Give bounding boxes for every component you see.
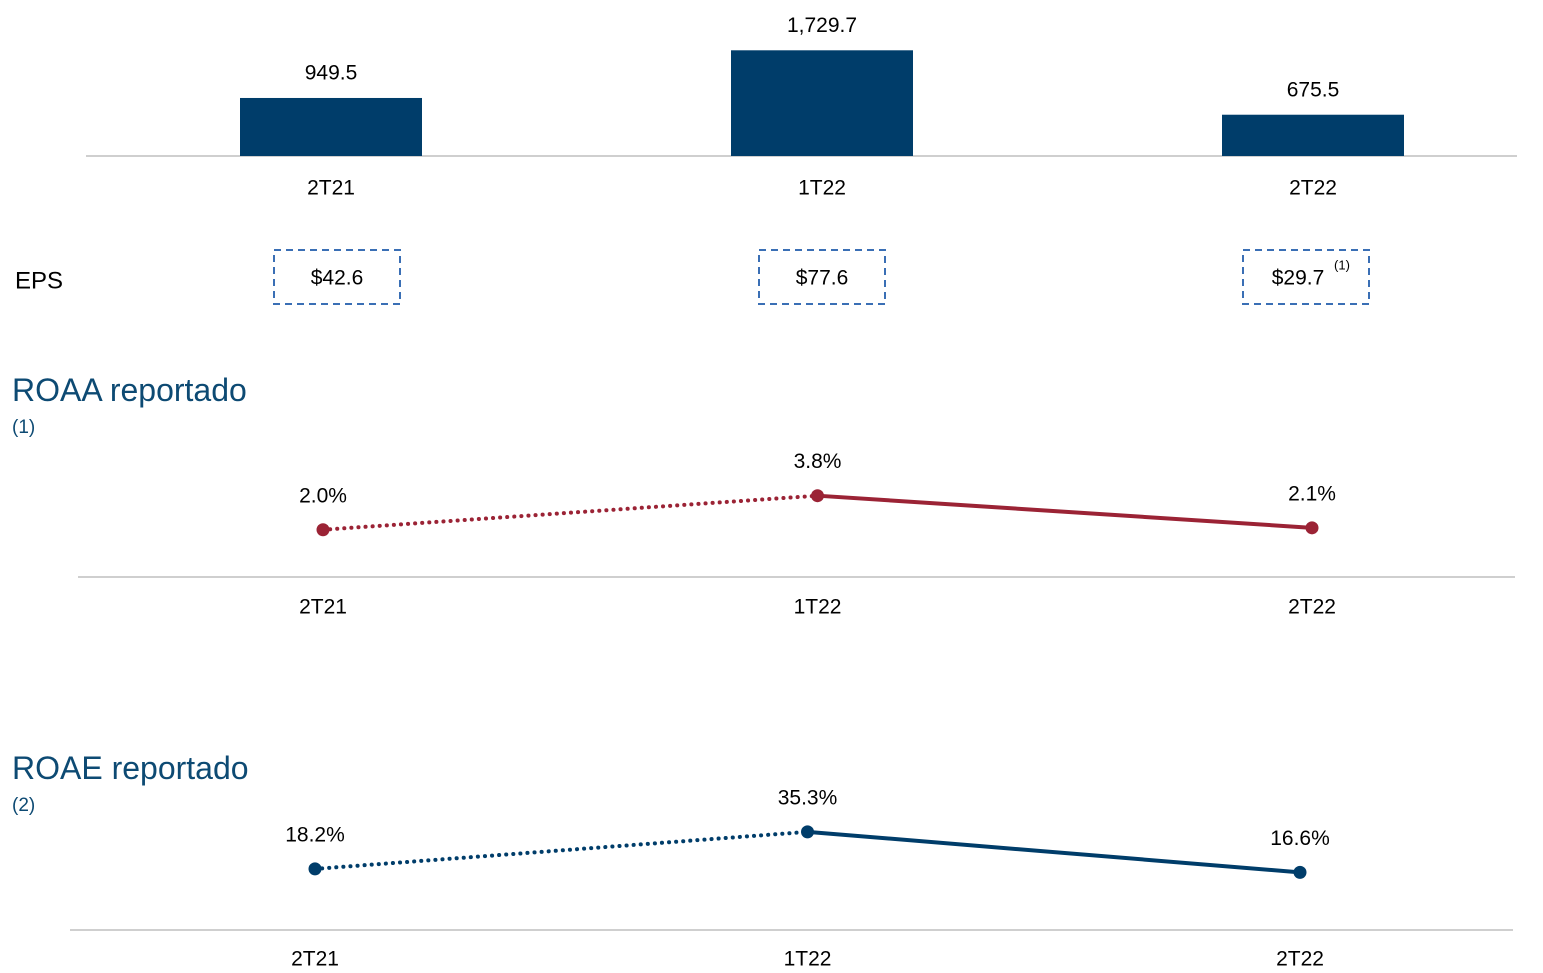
- line-segment: [817, 493, 1313, 530]
- value-label: 675.5: [1287, 78, 1340, 101]
- point: [1305, 521, 1319, 535]
- roaa-title: ROAA reportado (1): [12, 372, 252, 455]
- point: [308, 862, 322, 876]
- line-segment: [807, 829, 1301, 875]
- value-label: 2.1%: [1288, 482, 1336, 505]
- x-tick-label: 2T22: [1288, 596, 1336, 619]
- x-tick-label: 2T21: [291, 948, 339, 971]
- bar: [731, 50, 913, 156]
- eps-box: [1242, 249, 1370, 305]
- roae-title: ROAE reportado (2): [12, 750, 252, 833]
- bar: [240, 97, 422, 156]
- eps-box: [273, 249, 401, 305]
- x-tick-label: 2T21: [299, 596, 347, 619]
- title-note: (1): [12, 417, 36, 438]
- x-tick-label: 2T22: [1289, 177, 1337, 200]
- value-label: 16.6%: [1270, 827, 1330, 850]
- point: [801, 825, 814, 839]
- value-label: 35.3%: [778, 786, 838, 809]
- eps-value: $77.6: [796, 267, 849, 290]
- eps-value: $29.7: [1272, 267, 1325, 290]
- line-segment: [313, 829, 810, 871]
- bar: [1222, 114, 1404, 156]
- line-segment: [321, 493, 820, 532]
- value-label: 18.2%: [285, 823, 345, 846]
- eps-label: EPS: [15, 267, 63, 294]
- x-tick-label: 1T22: [784, 948, 832, 971]
- point: [1293, 865, 1307, 879]
- title-note: (2): [12, 795, 36, 816]
- point: [316, 523, 330, 537]
- x-tick-label: 1T22: [794, 596, 842, 619]
- value-label: 1,729.7: [787, 14, 857, 37]
- title-text: ROAA reportado: [12, 372, 247, 408]
- eps-footnote: (1): [1334, 257, 1350, 272]
- value-label: 2.0%: [299, 484, 347, 507]
- eps-value: $42.6: [311, 267, 364, 290]
- x-tick-label: 2T22: [1276, 948, 1324, 971]
- point: [811, 489, 824, 503]
- value-label: 949.5: [305, 62, 358, 85]
- title-text: ROAE reportado: [12, 750, 249, 786]
- x-tick-label: 1T22: [798, 177, 846, 200]
- x-tick-label: 2T21: [307, 177, 355, 200]
- eps-box: [758, 249, 886, 305]
- value-label: 3.8%: [794, 450, 842, 473]
